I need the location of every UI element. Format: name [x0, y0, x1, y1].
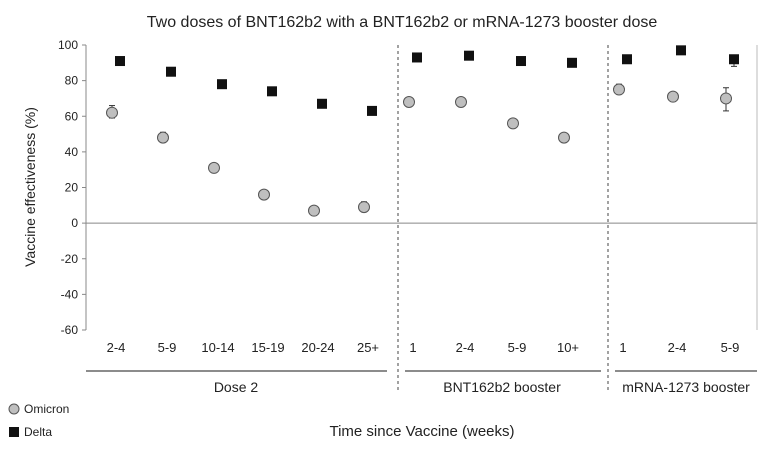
x-tick-label: 5-9 — [158, 340, 177, 355]
x-tick-label: 2-4 — [107, 340, 126, 355]
delta-point — [622, 54, 632, 65]
delta-point — [412, 52, 422, 63]
omicron-point — [455, 96, 467, 108]
omicron-point — [403, 96, 415, 108]
legend-omicron-marker — [8, 403, 20, 415]
x-tick-label: 1 — [619, 340, 626, 355]
y-axis-label: Vaccine effectiveness (%) — [22, 107, 38, 267]
delta-point — [516, 56, 526, 67]
x-tick-label: 5-9 — [721, 340, 740, 355]
delta-point — [317, 98, 327, 109]
y-tick-label: -20 — [61, 252, 79, 266]
group-label: Dose 2 — [214, 379, 259, 395]
y-tick-label: 100 — [58, 38, 78, 52]
x-tick-label: 2-4 — [456, 340, 475, 355]
chart-title: Two doses of BNT162b2 with a BNT162b2 or… — [147, 14, 658, 31]
omicron-point — [507, 117, 519, 130]
y-tick-label: -40 — [61, 287, 79, 301]
omicron-point — [558, 131, 570, 144]
legend: Omicron Delta — [8, 402, 69, 439]
y-tick-label: 40 — [65, 145, 79, 159]
y-tick-label: -60 — [61, 323, 79, 337]
legend-label: Delta — [24, 425, 52, 439]
y-tick-label: 60 — [65, 109, 79, 123]
delta-point — [267, 86, 277, 97]
group-label: BNT162b2 booster — [443, 379, 561, 395]
x-tick-label: 5-9 — [508, 340, 527, 355]
x-tick-label: 10-14 — [201, 340, 234, 355]
x-axis-label: Time since Vaccine (weeks) — [329, 423, 514, 440]
plot-area: 100 80 60 40 20 0 -20 -40 -60 2-4 5-9 10-14 15-19 20-… — [58, 38, 758, 395]
delta-point — [729, 54, 739, 65]
delta-point — [676, 45, 686, 56]
y-tick-label: 80 — [65, 74, 79, 88]
legend-delta-marker — [9, 427, 19, 437]
delta-point — [567, 57, 577, 68]
y-tick-label: 20 — [65, 181, 79, 195]
delta-point — [464, 50, 474, 61]
y-tick-label: 0 — [71, 216, 78, 230]
legend-label: Omicron — [24, 402, 69, 416]
omicron-point — [208, 161, 220, 174]
omicron-point — [358, 201, 370, 214]
x-tick-label: 1 — [409, 340, 416, 355]
omicron-point — [720, 92, 732, 105]
x-tick-label: 25+ — [357, 340, 379, 355]
delta-point — [217, 79, 227, 90]
omicron-point — [667, 90, 679, 103]
delta-point — [367, 105, 377, 116]
omicron-point — [106, 106, 118, 119]
omicron-point — [157, 131, 169, 144]
x-tick-label: 2-4 — [668, 340, 687, 355]
delta-point — [166, 66, 176, 77]
omicron-point — [308, 204, 320, 217]
x-tick-label: 10+ — [557, 340, 579, 355]
delta-point — [115, 56, 125, 67]
omicron-point — [258, 188, 270, 201]
x-tick-label: 20-24 — [301, 340, 334, 355]
omicron-point — [613, 83, 625, 96]
x-tick-label: 15-19 — [251, 340, 284, 355]
group-label: mRNA-1273 booster — [622, 379, 750, 395]
